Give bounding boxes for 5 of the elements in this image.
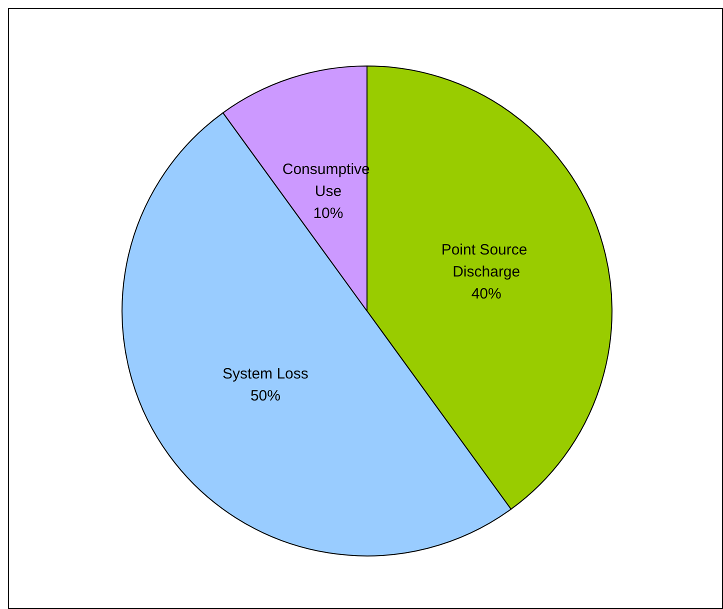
slice-label: Point Source Discharge [441,242,532,281]
slice-label: System Loss [222,365,308,382]
data-label: 50% [250,387,280,404]
data-label: 10% [313,205,344,222]
data-label: 40% [471,286,502,303]
